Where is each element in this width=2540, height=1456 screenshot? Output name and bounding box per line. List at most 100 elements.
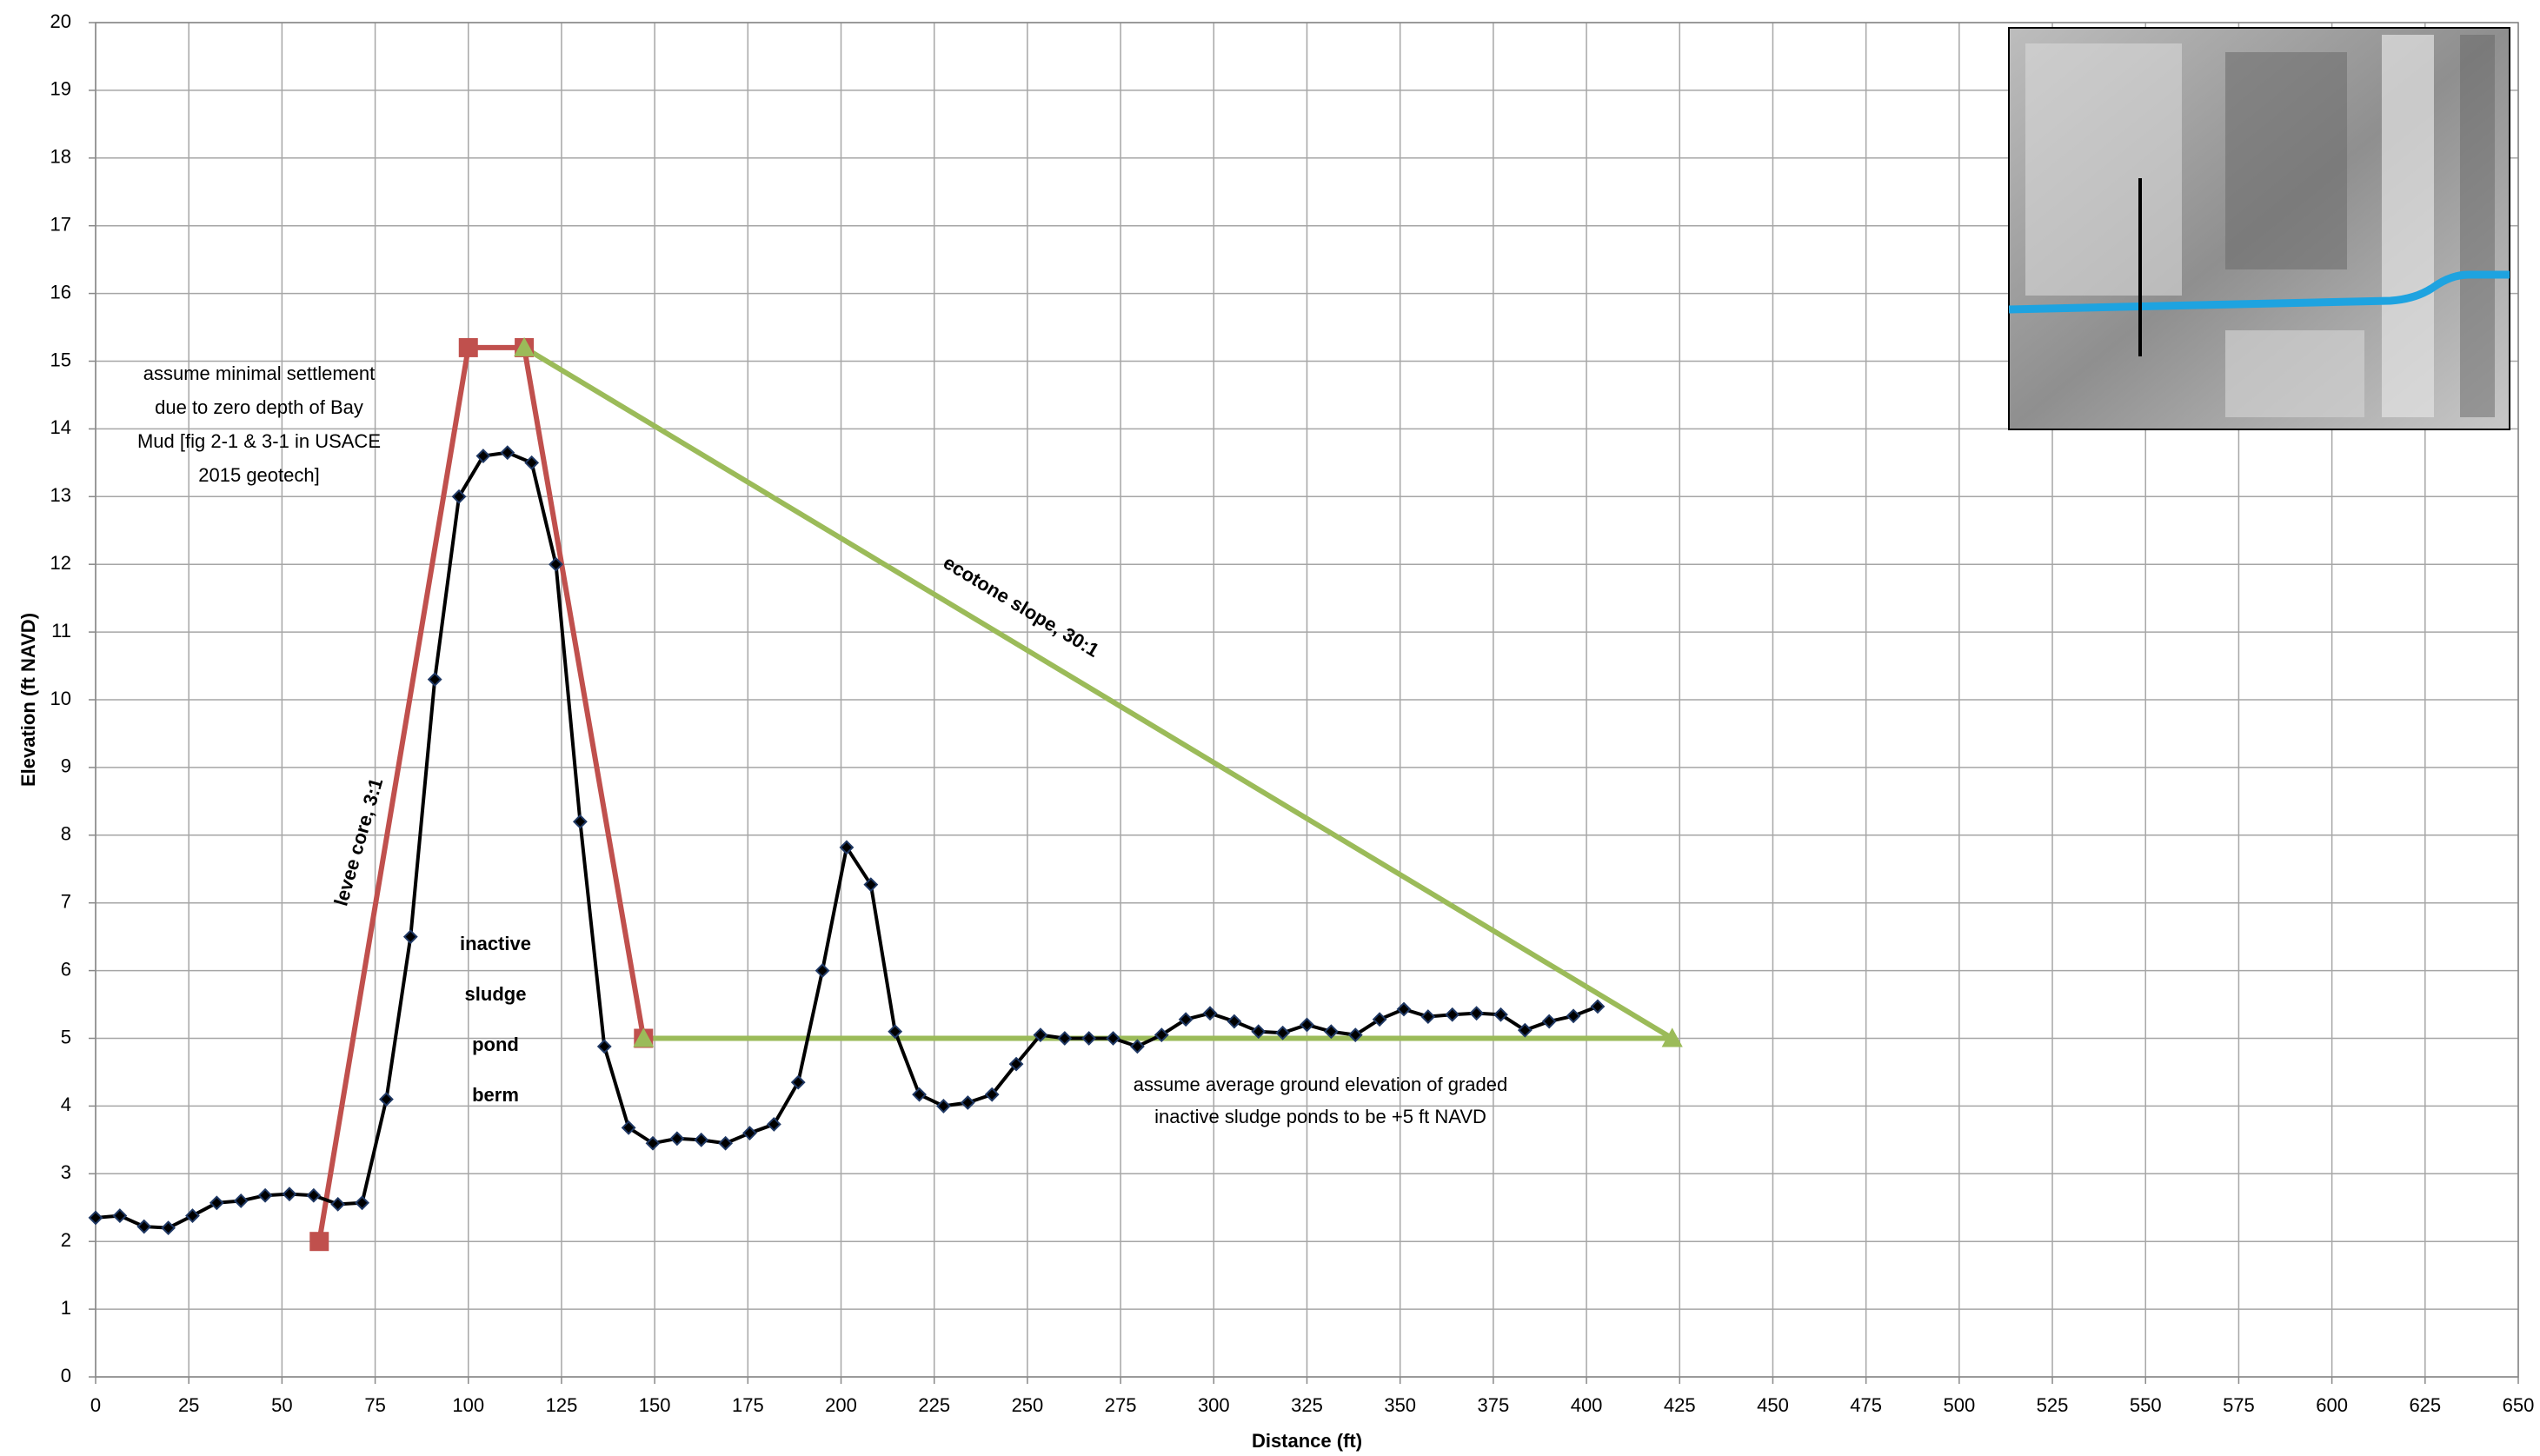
data-point — [596, 1039, 612, 1054]
data-point — [257, 1187, 273, 1203]
data-point — [88, 1210, 103, 1226]
data-point — [1251, 1024, 1267, 1040]
x-tick-label: 625 — [2409, 1394, 2441, 1416]
x-tick-label: 275 — [1105, 1394, 1137, 1416]
data-point — [514, 336, 535, 356]
data-point — [475, 449, 491, 463]
annotation: berm — [472, 1084, 519, 1106]
data-point — [451, 489, 467, 504]
x-tick-label: 300 — [1198, 1394, 1230, 1416]
x-tick-label: 525 — [2037, 1394, 2069, 1416]
data-point — [1129, 1039, 1145, 1054]
x-tick-label: 425 — [1664, 1394, 1696, 1416]
data-point — [669, 1131, 685, 1147]
data-point — [790, 1074, 806, 1090]
data-point — [306, 1187, 322, 1203]
annotation: pond — [472, 1034, 519, 1055]
data-point — [549, 556, 563, 572]
y-tick-label: 10 — [50, 688, 71, 709]
annotation: inactive — [460, 933, 531, 954]
x-tick-label: 325 — [1291, 1394, 1323, 1416]
x-tick-label: 175 — [732, 1394, 764, 1416]
data-point — [960, 1095, 975, 1110]
data-point — [766, 1117, 781, 1132]
data-point — [185, 1208, 200, 1224]
y-tick-label: 17 — [50, 214, 71, 236]
x-tick-label: 375 — [1478, 1394, 1510, 1416]
x-tick-label: 550 — [2130, 1394, 2162, 1416]
data-point — [1008, 1056, 1024, 1072]
data-point — [355, 1195, 369, 1211]
data-point — [718, 1135, 734, 1151]
data-point — [645, 1135, 661, 1151]
data-point — [1445, 1007, 1460, 1022]
y-tick-label: 13 — [50, 484, 71, 506]
data-point — [1469, 1006, 1485, 1021]
x-tick-label: 575 — [2223, 1394, 2255, 1416]
data-point — [1033, 1027, 1048, 1043]
data-point — [839, 840, 854, 855]
y-tick-label: 11 — [51, 620, 71, 642]
y-tick-label: 0 — [61, 1365, 71, 1386]
data-point — [1396, 1001, 1412, 1017]
y-tick-label: 12 — [50, 552, 71, 574]
data-point — [524, 455, 540, 470]
data-point — [912, 1087, 927, 1102]
x-tick-label: 125 — [546, 1394, 578, 1416]
data-point — [309, 1232, 329, 1252]
y-tick-label: 18 — [50, 146, 71, 168]
data-point — [1661, 1027, 1683, 1047]
data-point — [1081, 1031, 1097, 1046]
data-point — [379, 1092, 394, 1107]
data-point — [863, 877, 879, 893]
inset-map — [2008, 27, 2510, 430]
data-point — [402, 929, 418, 945]
data-point — [1202, 1006, 1218, 1021]
y-tick-label: 5 — [61, 1026, 71, 1047]
annotation: assume minimal settlement — [143, 362, 376, 384]
annotation: Mud [fig 2-1 & 3-1 in USACE — [137, 430, 381, 452]
x-axis-title: Distance (ft) — [1252, 1430, 1362, 1452]
data-point — [742, 1126, 757, 1140]
x-tick-label: 100 — [452, 1394, 484, 1416]
series-line — [522, 345, 1674, 1041]
x-tick-label: 225 — [918, 1394, 950, 1416]
data-point — [427, 672, 442, 688]
data-point — [500, 445, 515, 461]
data-point — [1323, 1024, 1339, 1040]
data-point — [1347, 1027, 1363, 1043]
plot-frame — [95, 22, 2519, 1378]
y-tick-label: 8 — [61, 823, 71, 845]
data-point — [1178, 1012, 1194, 1027]
data-point — [694, 1132, 709, 1147]
y-tick-label: 1 — [61, 1297, 71, 1319]
data-point — [633, 1027, 655, 1047]
data-point — [1372, 1012, 1387, 1027]
data-point — [1275, 1025, 1291, 1040]
data-point — [1420, 1009, 1436, 1024]
data-point — [888, 1024, 903, 1040]
data-point — [233, 1193, 249, 1208]
x-tick-label: 500 — [1943, 1394, 1975, 1416]
data-point — [815, 963, 830, 979]
y-tick-label: 20 — [50, 10, 71, 32]
data-point — [572, 814, 588, 829]
x-tick-label: 25 — [178, 1394, 199, 1416]
annotation: sludge — [465, 983, 527, 1005]
data-point — [1227, 1014, 1242, 1029]
x-tick-label: 150 — [639, 1394, 671, 1416]
data-point — [984, 1087, 1000, 1102]
series-line — [316, 344, 647, 1242]
y-axis-title: Elevation (ft NAVD) — [17, 613, 39, 787]
data-point — [1541, 1014, 1557, 1029]
data-point — [1566, 1008, 1581, 1024]
x-tick-label: 200 — [825, 1394, 857, 1416]
x-tick-label: 0 — [90, 1394, 101, 1416]
data-point — [1300, 1017, 1314, 1033]
x-tick-label: 450 — [1757, 1394, 1789, 1416]
annotation: assume average ground elevation of grade… — [1134, 1074, 1508, 1095]
annotation: 2015 geotech] — [198, 464, 319, 486]
data-point — [1517, 1022, 1533, 1038]
x-tick-label: 600 — [2316, 1394, 2348, 1416]
data-point — [458, 337, 478, 357]
